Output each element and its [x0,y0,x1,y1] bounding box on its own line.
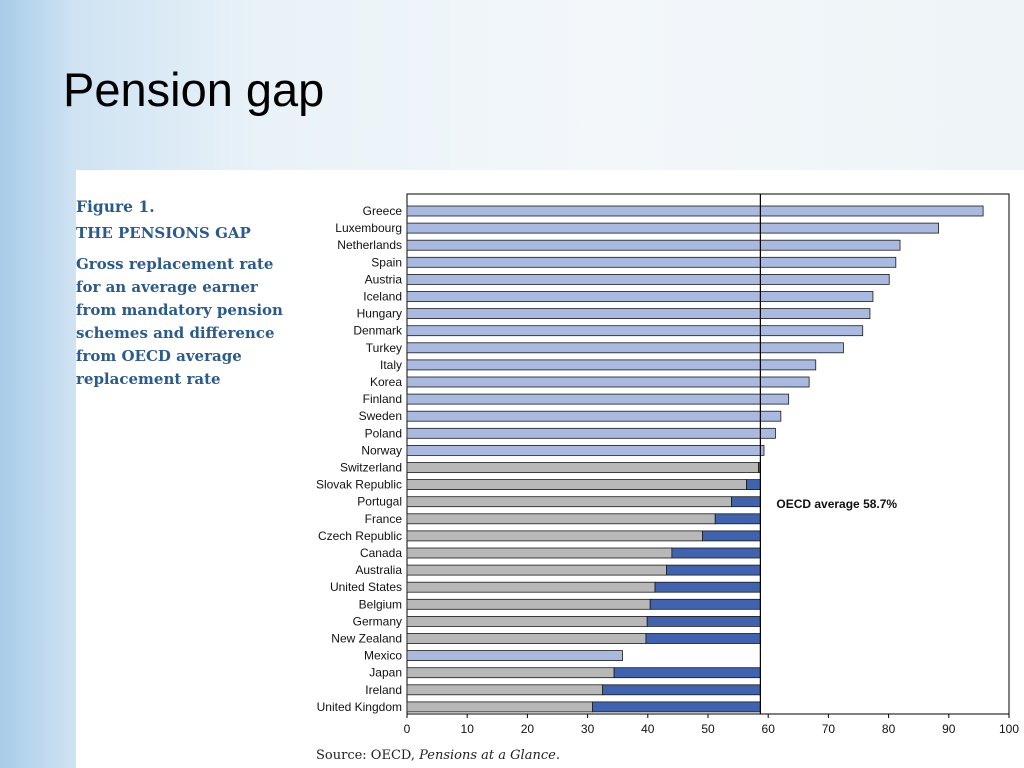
category-label-switzerland: Switzerland [340,461,402,475]
source-title: Pensions at a Glance [419,748,556,763]
x-tick-label-80: 80 [882,722,896,736]
x-tick-label-50: 50 [701,722,715,736]
figure-title: THE PENSIONS GAP [76,224,251,242]
figure-number: Figure 1. [76,197,155,216]
category-label-austria: Austria [365,272,403,286]
category-label-mexico: Mexico [364,649,402,663]
gap-bar-belgium [649,598,761,610]
bar-korea [406,376,810,388]
category-label-france: France [365,512,403,526]
category-label-poland: Poland [365,426,402,440]
bar-czech-republic [406,530,703,542]
bar-poland [406,427,776,439]
category-label-norway: Norway [361,443,402,457]
category-label-canada: Canada [360,546,402,560]
category-label-denmark: Denmark [353,324,403,338]
bar-netherlands [406,239,901,251]
gap-bar-australia [666,564,761,576]
bar-united-kingdom [406,701,593,713]
slide-title: Pension gap [63,63,325,116]
gap-bar-united-kingdom [592,701,761,713]
bar-united-states [406,581,656,593]
bar-greece [406,205,984,217]
bar-turkey [406,342,844,354]
gap-bar-new-zealand [645,633,761,644]
bar-luxembourg [406,222,939,234]
x-tick-label-100: 100 [999,722,1019,736]
category-label-sweden: Sweden [359,409,402,423]
x-tick-label-20: 20 [521,722,535,736]
x-tick-label-40: 40 [641,722,655,736]
category-label-greece: Greece [363,204,403,218]
bar-australia [406,564,667,576]
gap-bar-france [714,513,761,525]
bar-ireland [406,684,604,696]
category-label-portugal: Portugal [357,495,402,509]
category-label-luxembourg: Luxembourg [335,221,402,235]
category-label-germany: Germany [353,614,402,628]
category-label-italy: Italy [380,358,402,372]
bar-iceland [406,291,874,302]
bar-hungary [406,308,871,320]
gap-bar-united-states [654,581,761,593]
figure-panel: Figure 1. THE PENSIONS GAP Gross replace… [76,170,1024,768]
category-label-japan: Japan [369,666,402,680]
category-label-belgium: Belgium [359,597,402,611]
bar-sweden [406,410,782,422]
gap-bar-germany [646,615,761,627]
category-label-ireland: Ireland [365,683,402,697]
category-label-turkey: Turkey [366,341,402,355]
category-label-new-zealand: New Zealand [331,632,402,646]
category-label-finland: Finland [363,392,402,406]
bar-portugal [406,496,732,508]
source-suffix: . [555,748,560,763]
category-label-iceland: Iceland [363,290,402,304]
x-tick-label-30: 30 [581,722,595,736]
bar-spain [406,256,897,268]
category-label-czech-republic: Czech Republic [318,529,402,543]
x-tick-label-90: 90 [942,722,956,736]
bar-mexico [406,650,623,662]
figure-subtitle: Gross replacement rate for an average ea… [76,255,283,388]
category-label-australia: Australia [355,563,402,577]
bar-switzerland [406,462,759,473]
bar-italy [406,359,817,371]
bar-canada [406,547,673,559]
x-tick-label-60: 60 [762,722,776,736]
x-tick-label-70: 70 [822,722,836,736]
x-tick-label-0: 0 [404,722,411,736]
bar-austria [406,274,890,285]
bar-germany [406,615,648,627]
gap-bar-portugal [731,496,761,508]
bar-chart: Greece Luxembourg Netherlands Spain Austria I… [316,193,1019,736]
bar-france [406,513,716,525]
category-label-united-states: United States [330,580,402,594]
gap-bar-slovak-republic [746,479,761,491]
bar-japan [406,667,615,679]
bar-norway [406,444,765,456]
category-label-korea: Korea [370,375,402,389]
category-label-hungary: Hungary [357,307,402,321]
bar-denmark [406,325,864,337]
bar-new-zealand [406,633,647,644]
category-label-spain: Spain [371,255,402,269]
bar-finland [406,393,790,405]
x-tick-label-10: 10 [461,722,475,736]
gap-bar-japan [613,667,761,679]
gap-bar-canada [671,547,761,559]
source-prefix: Source: OECD, [316,748,420,763]
gap-bar-ireland [602,684,761,696]
oecd-average-label: OECD average 58.7% [776,497,897,511]
category-label-netherlands: Netherlands [337,238,402,252]
bar-belgium [406,598,651,610]
gap-bar-czech-republic [702,530,761,542]
category-label-slovak-republic: Slovak Republic [316,478,402,492]
category-label-united-kingdom: United Kingdom [317,700,402,714]
figure-source: Source: OECD, Pensions at a Glance. [316,748,560,763]
bar-slovak-republic [406,479,747,491]
